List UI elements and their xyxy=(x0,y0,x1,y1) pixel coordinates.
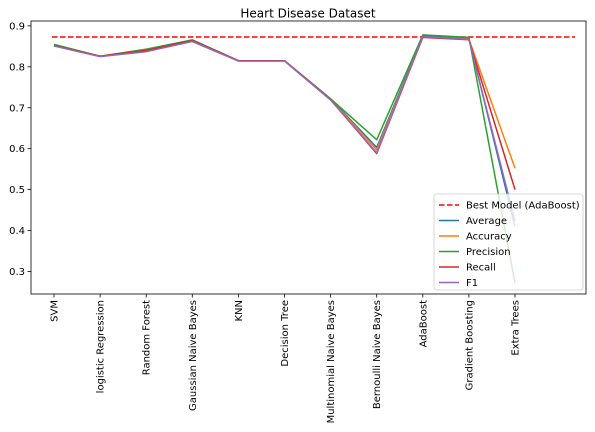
legend-label-recall: Recall xyxy=(466,263,496,274)
x-tick-label: logistic Regression xyxy=(96,300,107,393)
x-tick-label: Gaussian Naive Bayes xyxy=(188,300,199,411)
legend-box xyxy=(433,193,584,291)
y-tick-label: 0.7 xyxy=(9,103,25,114)
series-layer xyxy=(52,34,576,284)
legend-label-f1: F1 xyxy=(466,278,478,289)
y-tick-label: 0.5 xyxy=(9,185,25,196)
y-tick-label: 0.6 xyxy=(9,144,25,155)
x-tick-label: Decision Tree xyxy=(280,300,291,367)
x-tick-label: Gradient Boosting xyxy=(464,300,475,390)
legend-label-precision: Precision xyxy=(466,247,511,258)
x-tick-label: AdaBoost xyxy=(418,300,429,347)
y-tick-label: 0.9 xyxy=(9,21,25,32)
y-tick-label: 0.3 xyxy=(9,267,25,278)
legend-label-accuracy: Accuracy xyxy=(466,232,512,243)
chart-title: Heart Disease Dataset xyxy=(240,7,376,21)
series-line-recall xyxy=(53,36,516,190)
plot-frame xyxy=(30,20,587,295)
y-axis: 0.3 0.4 0.5 0.6 0.7 0.8 0.9 xyxy=(9,21,31,278)
legend-label-average: Average xyxy=(466,216,507,227)
y-tick-label: 0.4 xyxy=(9,226,25,237)
x-axis: SVM logistic Regression Random Forest Gauss… xyxy=(50,294,522,423)
series-line-f1 xyxy=(53,35,516,222)
legend: Best Model (AdaBoost) Average Accuracy Prec… xyxy=(433,193,584,291)
x-tick-label: KNN xyxy=(234,300,245,322)
x-tick-label: Bernoulli Naive Bayes xyxy=(372,300,383,409)
x-tick-label: SVM xyxy=(50,300,61,322)
x-tick-label: Extra Trees xyxy=(511,300,522,356)
y-tick-label: 0.8 xyxy=(9,62,25,73)
x-tick-label: Random Forest xyxy=(142,300,153,375)
legend-label-best-model-adaboost: Best Model (AdaBoost) xyxy=(466,201,580,212)
x-tick-label: Multinomial Naive Bayes xyxy=(326,300,337,423)
series-line-accuracy xyxy=(53,36,516,169)
